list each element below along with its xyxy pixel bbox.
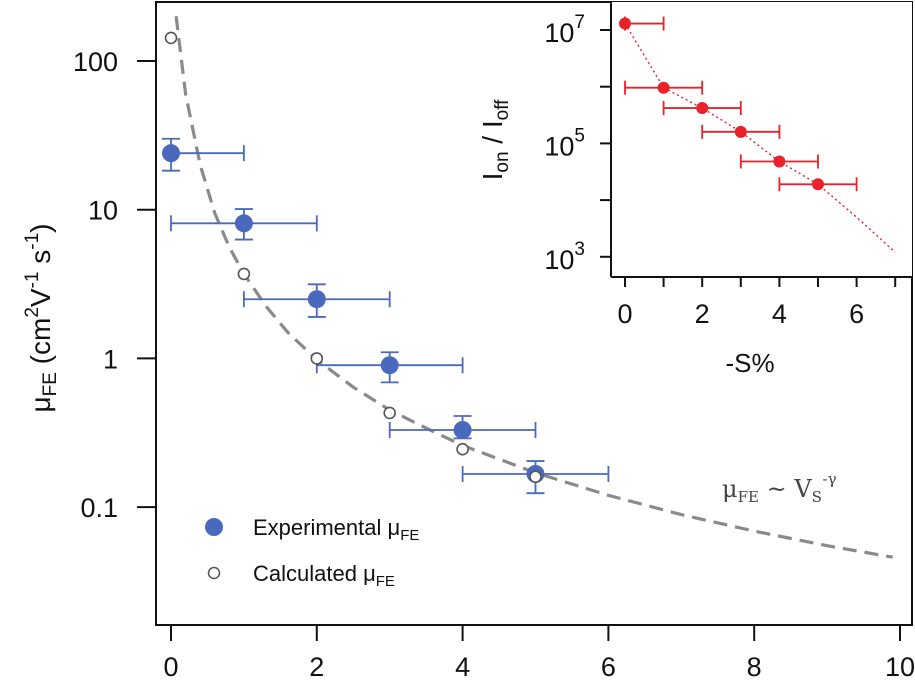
main-plot-frame [155,1,913,626]
experimental-point-group [162,137,245,172]
inset-point-group [701,124,781,139]
legend-label-experimental: Experimental μFE [253,515,419,544]
inset-point [734,125,747,138]
ylabel-sup3: -1 [22,233,43,250]
inset-point [773,155,786,168]
inset-point-group [624,80,704,95]
x-tick-label: 0 [163,652,178,682]
x-tick-label: 8 [747,652,762,682]
inset-ylabel-i2: I [477,120,508,128]
legend-marker-experimental [205,518,223,536]
ylabel-unit-open: (cm [25,318,56,372]
power-law-annotation: μFE ~ VS-γ [722,470,837,506]
calculated-point [383,406,397,420]
legend-label-calculated: Calculated μFE [253,561,395,590]
inset-x-axis-title: -S% [725,348,774,378]
ylabel-close: ) [25,223,56,232]
inset-point-group [662,101,742,116]
ylabel-v: V [25,288,56,307]
inset-y-tick-label: 103 [544,239,585,275]
y-tick-label: 10 [88,196,118,226]
inset-x-tick-label: 2 [695,299,710,329]
y-tick-label: 0.1 [80,493,118,523]
main-y-axis-title: μFE (cm2V-1 s-1) [22,223,61,412]
experimental-point-group [242,283,391,318]
inset-points-layer [619,16,896,253]
inset-y-tick-exp: 3 [574,239,585,260]
inset-point [619,17,631,30]
ylabel-s: s [25,250,56,272]
experimental-point [307,290,326,309]
experimental-point [234,214,253,233]
x-tick-label: 4 [455,652,470,682]
ylabel-sup2: -1 [22,271,43,288]
inset-background [611,2,912,277]
fit-curve [174,16,893,559]
inset-x-tick-label: 0 [617,299,632,329]
x-tick-label: 6 [601,652,616,682]
y-tick-label: 100 [73,47,118,77]
inset-y-axis-title: Ion / Ioff [477,99,513,181]
inset-point-group [778,177,858,192]
inset-point [812,178,824,191]
calculated-point [310,352,324,365]
x-tick-label: 2 [309,652,324,682]
annot-sim: ~ V [759,475,812,503]
legend-marker-calculated [207,566,221,580]
legend-sub-calculated: FE [376,573,395,590]
inset-ylabel-slash: / [477,128,508,151]
legend: Experimental μFE Calculated μFE [205,515,419,590]
x-tick-label: 10 [885,652,915,682]
inset-x-tick-label: 4 [772,299,787,329]
calculated-point [456,442,469,456]
calculated-point [529,470,542,484]
legend-text-experimental: Experimental μ [253,515,400,540]
inset-y-tick-label: 107 [544,12,585,48]
ylabel-sup1: 2 [22,307,43,318]
inset-y-tick-exp: 5 [574,125,585,146]
annot-sub: FE [738,488,759,506]
fit-curve-layer [174,16,893,559]
main-points-layer [162,31,610,495]
experimental-point [453,420,472,439]
experimental-point-group [388,415,537,440]
inset-ylabel-i1: I [477,173,508,181]
annot-vsub: S [812,488,823,506]
inset-ylabel-sub2: off [492,99,513,121]
y-tick-label: 1 [103,344,118,374]
inset-y-tick-base: 10 [544,18,574,48]
inset-y-tick-base: 10 [544,245,574,275]
inset-y-tick-label: 105 [544,125,585,161]
calculated-point [164,31,178,45]
inset-y-tick-exp: 7 [574,12,585,33]
inset-y-tick-base: 10 [544,131,574,161]
legend-text-calculated: Calculated μ [253,561,376,586]
ylabel-sub: FE [40,372,61,396]
annot-mu: μ [722,475,738,503]
inset-point [696,102,709,115]
experimental-point-group [315,351,464,384]
inset-point [657,81,670,94]
annot-sup: -γ [823,470,837,488]
inset-ylabel-sub1: on [492,151,513,172]
experimental-point [380,356,399,375]
experimental-point-group [170,208,318,241]
legend-sub-experimental: FE [400,527,419,544]
calculated-point [237,267,251,281]
experimental-point [162,144,180,163]
ylabel-mu: μ [25,396,56,412]
inset-x-tick-label: 6 [849,299,864,329]
inset-point-group [739,154,819,169]
inset-point-group [619,16,665,31]
